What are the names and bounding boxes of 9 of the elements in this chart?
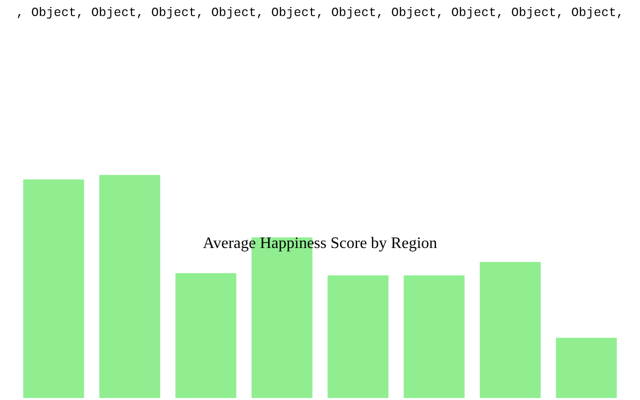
text: Average Happiness Score by Region bbox=[202, 235, 438, 252]
bar bbox=[328, 275, 388, 398]
bar bbox=[404, 275, 465, 398]
bar bbox=[23, 179, 84, 398]
text: , Object, Object, Object, Object, Object, Object, Object, Object, Object, Object, bbox=[16, 6, 624, 20]
bar bbox=[556, 338, 617, 398]
bar bbox=[175, 273, 236, 398]
bar bbox=[99, 175, 160, 398]
bar bbox=[480, 262, 541, 398]
